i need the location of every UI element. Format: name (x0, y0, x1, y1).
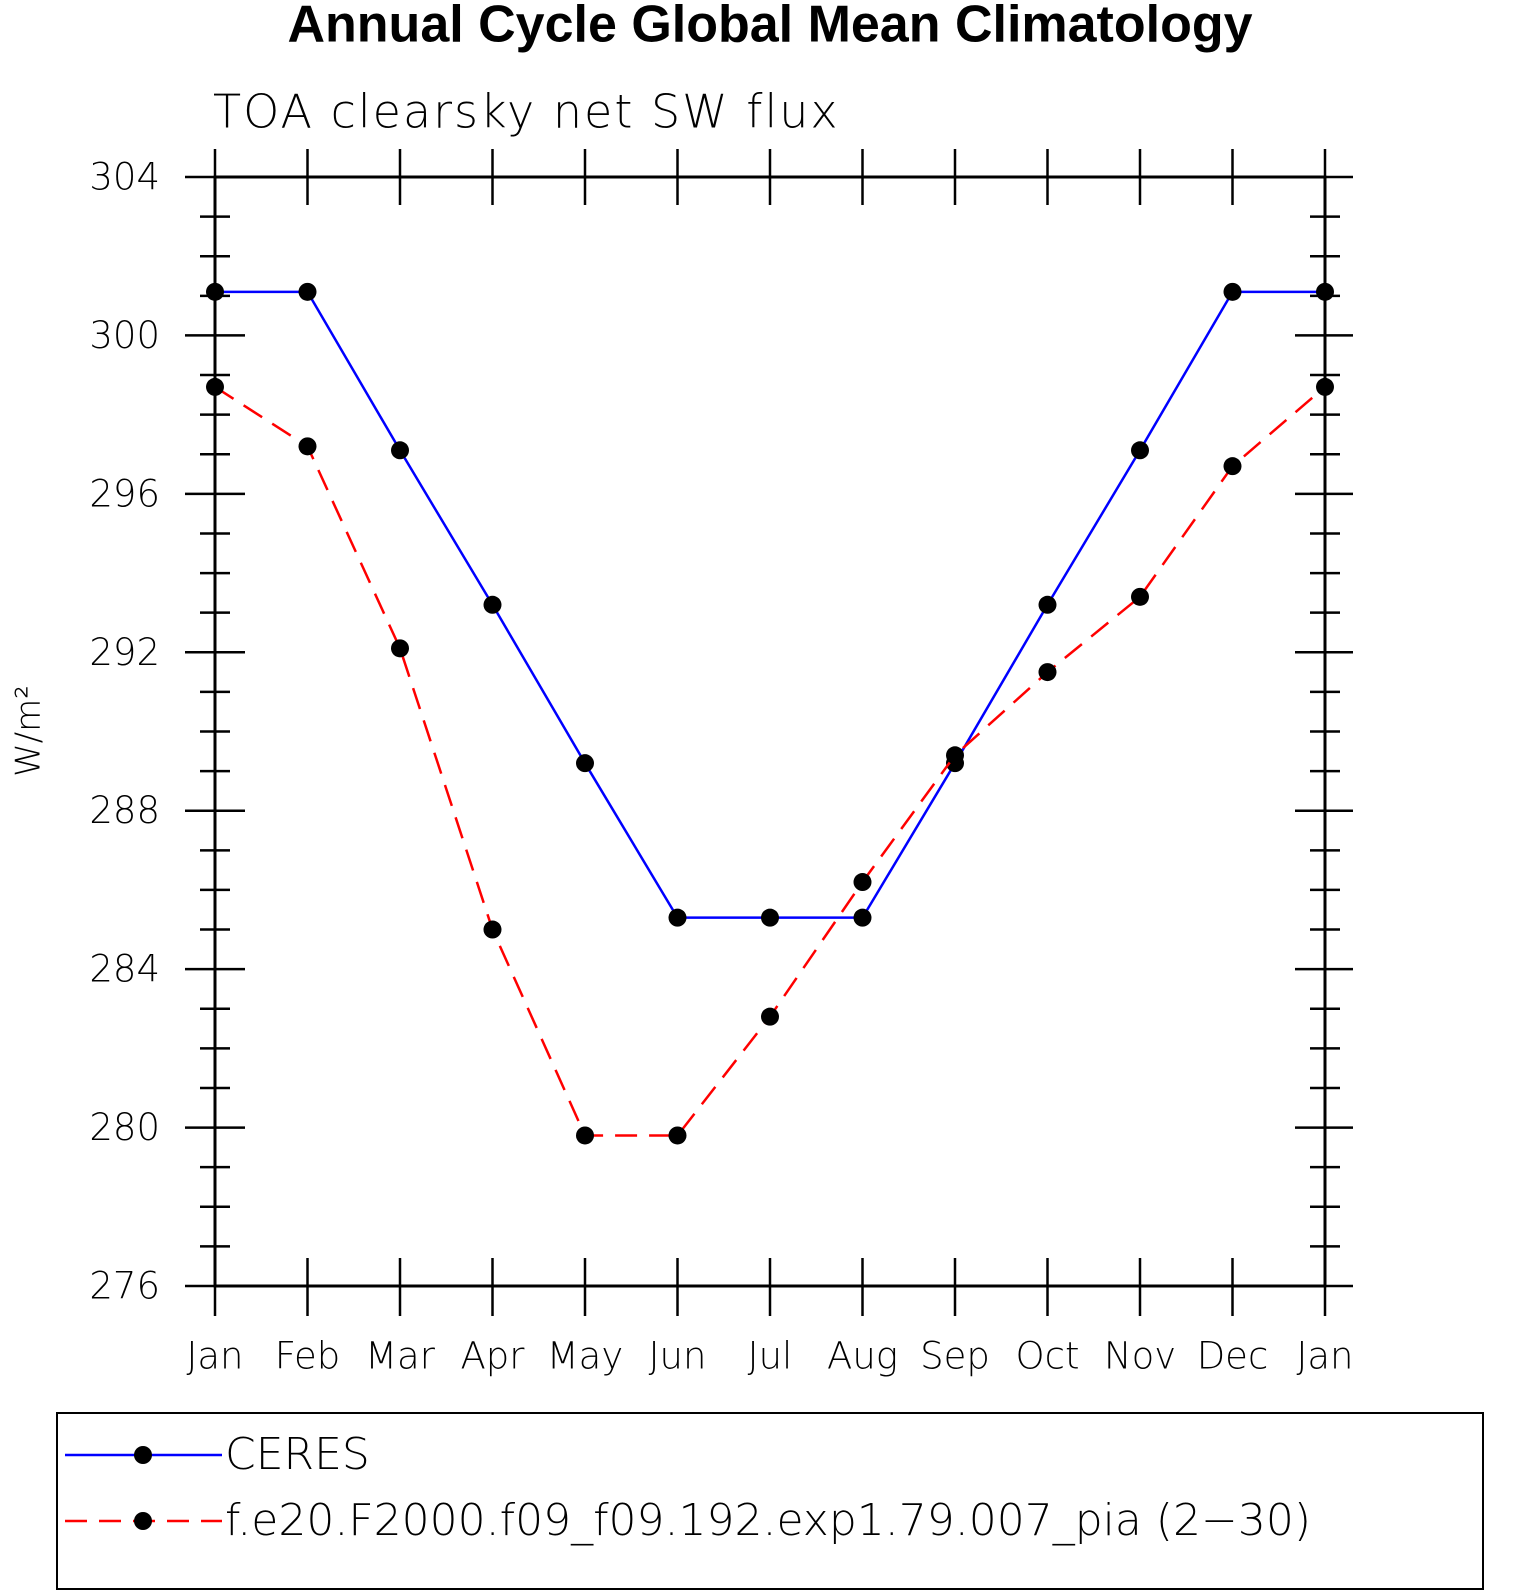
data-point (391, 441, 409, 460)
data-point (1316, 377, 1334, 396)
y-tick-label: 304 (89, 156, 160, 199)
data-point (206, 377, 224, 396)
legend-marker (134, 1446, 152, 1464)
data-point (298, 282, 317, 301)
x-tick-label: Dec (1197, 1335, 1269, 1378)
x-tick-label: Sep (920, 1335, 990, 1378)
data-point (853, 908, 872, 927)
data-point (1223, 282, 1242, 301)
series-line (215, 290, 1325, 919)
x-tick-label: Apr (460, 1335, 525, 1378)
data-point (1131, 587, 1149, 606)
data-point (391, 639, 409, 658)
x-tick-label: Nov (1104, 1335, 1176, 1378)
data-point (761, 908, 779, 927)
data-point (1316, 282, 1334, 301)
y-tick-label: 288 (89, 789, 160, 832)
data-point (206, 282, 224, 301)
y-tick-label: 276 (89, 1265, 160, 1308)
y-tick-label: 296 (89, 472, 160, 515)
x-tick-label: Jul (748, 1335, 793, 1378)
data-point (853, 873, 872, 892)
data-point (1038, 663, 1057, 682)
data-point (668, 1126, 687, 1145)
x-tick-label: Mar (365, 1335, 436, 1378)
legend-box (56, 1412, 1484, 1590)
y-axis-label: W/m² (9, 685, 49, 777)
x-tick-label: May (547, 1335, 624, 1378)
y-tick-label: 280 (89, 1106, 160, 1149)
data-point (298, 437, 317, 456)
x-tick-label: Jan (186, 1335, 243, 1378)
legend-marker (134, 1512, 152, 1530)
data-point (483, 920, 502, 939)
x-tick-label: Feb (275, 1335, 341, 1378)
data-point (946, 746, 964, 765)
plot-frame (213, 175, 1327, 1288)
x-tick-label: Jun (649, 1335, 707, 1378)
data-point (1223, 457, 1242, 476)
chart-title: Annual Cycle Global Mean Climatology (287, 0, 1252, 54)
data-point (576, 1126, 594, 1145)
chart-subtitle: TOA clearsky net SW flux (213, 85, 840, 139)
x-tick-label: Oct (1016, 1335, 1080, 1378)
x-tick-label: Jan (1296, 1335, 1353, 1378)
data-point (1131, 441, 1149, 460)
legend-label: f.e20.F2000.f09_f09.192.exp1.79.007_pia … (225, 1495, 1311, 1546)
data-point (576, 754, 594, 773)
data-point (483, 595, 502, 614)
legend-label: CERES (225, 1429, 370, 1480)
x-tick-label: Aug (827, 1335, 898, 1378)
y-tick-label: 284 (89, 948, 160, 991)
data-point (1038, 595, 1057, 614)
data-point (668, 908, 687, 927)
y-tick-label: 292 (89, 631, 160, 674)
data-point (761, 1007, 779, 1026)
y-tick-label: 300 (89, 314, 160, 357)
